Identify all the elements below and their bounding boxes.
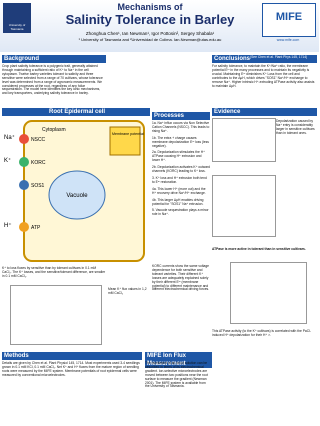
k-loss-legend: Mean K⁺ flux values in 1,2 mM CaCl₂ bbox=[108, 287, 147, 295]
evidence-figure bbox=[230, 262, 307, 324]
reference: (See Chen et al. Plant Phys 145, 1714) bbox=[250, 55, 308, 59]
atp-label: ATP bbox=[31, 225, 41, 231]
korc-note: KORC currents show the same voltage depe… bbox=[152, 264, 210, 292]
evidence-figure bbox=[212, 118, 276, 162]
h-label: H⁺ bbox=[4, 222, 12, 229]
process-item: 4a. This lower H⁺ (more out) and the H⁺ … bbox=[152, 186, 206, 195]
section-heading: Methods bbox=[2, 352, 142, 360]
section-heading: Root Epidermal cell bbox=[2, 108, 150, 116]
sos1-label: SOS1 bbox=[31, 183, 45, 189]
channel bbox=[19, 134, 29, 144]
title-line1: Mechanisms of bbox=[117, 2, 183, 12]
na-label: Na⁺ bbox=[4, 134, 15, 141]
process-item: 1a. Na⁺ influx occurs via Non Selective … bbox=[152, 121, 210, 133]
vacuole-label: Vacuole bbox=[66, 193, 88, 199]
channel bbox=[19, 157, 29, 167]
process-item: 5. Vacuole sequestration plays a minor r… bbox=[152, 208, 209, 217]
channel bbox=[19, 180, 29, 190]
section-heading: MIFE Ion Flux Measurement bbox=[145, 352, 212, 368]
section-heading: Background bbox=[2, 55, 106, 63]
authors: Zhonghua Chen¹, Ian Newman¹, Igor Pottos… bbox=[85, 31, 215, 36]
evidence-text: ATPase is more active in tolerant than i… bbox=[212, 247, 306, 251]
evidence-text: Depolarization caused by Na⁺ entry is co… bbox=[276, 119, 315, 135]
mife-url: www.mife.com bbox=[276, 38, 300, 42]
section-heading: Conclusions bbox=[212, 55, 317, 63]
process-item: 1b. The extra + charge causes membrane d… bbox=[152, 135, 209, 148]
mife-text: The movement of an ion in solution can b… bbox=[145, 361, 208, 389]
section-heading: Processes bbox=[152, 112, 210, 120]
korc-label: KORC bbox=[31, 160, 46, 166]
k-label: K⁺ bbox=[4, 157, 11, 164]
affiliation: ¹ University of Tasmania and ²Universida… bbox=[78, 37, 222, 42]
cytoplasm-label: Cytoplasm bbox=[42, 127, 66, 133]
evidence-figure bbox=[212, 175, 276, 237]
process-item: 2b. Depolarization activates K⁺ outward … bbox=[152, 165, 211, 174]
nscc-label: NSCC bbox=[31, 137, 46, 143]
university-logo: University of Tasmania bbox=[3, 3, 31, 33]
pump bbox=[19, 222, 29, 232]
mife-logo: MIFE bbox=[262, 3, 316, 37]
process-item: 3. K⁺ loss and H⁺ extrusion both tend to… bbox=[152, 175, 207, 184]
section-heading: Evidence bbox=[212, 108, 317, 116]
conclusions-text: For salinity tolerance, to maintain the … bbox=[212, 64, 315, 88]
membrane-box bbox=[109, 126, 141, 156]
evidence-text: This ATPase activity (to the K⁺ cultivar… bbox=[212, 329, 312, 337]
methods-text: Details are given by Chen et al. Plant P… bbox=[2, 361, 140, 377]
background-text: Crop plant salinity tolerance is a polyg… bbox=[2, 64, 103, 96]
process-item: 2a. Depolarization stimulates the H⁺ ATP… bbox=[152, 150, 205, 163]
k-loss-figure bbox=[10, 285, 102, 345]
membrane-label: Membrane potential bbox=[112, 132, 144, 136]
k-loss-caption: K⁺ to loss fluxes by sensitive than by t… bbox=[2, 266, 106, 278]
title-line2: Salinity Tolerance in Barley bbox=[65, 12, 235, 27]
cell-diagram: Vacuole Cytoplasm Membrane potential NSC… bbox=[4, 120, 145, 262]
process-item: 4b. This larger ΔμH enables driving pote… bbox=[152, 197, 204, 206]
vacuole bbox=[48, 170, 106, 220]
process-list: 1a. Na⁺ influx occurs via Non Selective … bbox=[152, 121, 211, 220]
